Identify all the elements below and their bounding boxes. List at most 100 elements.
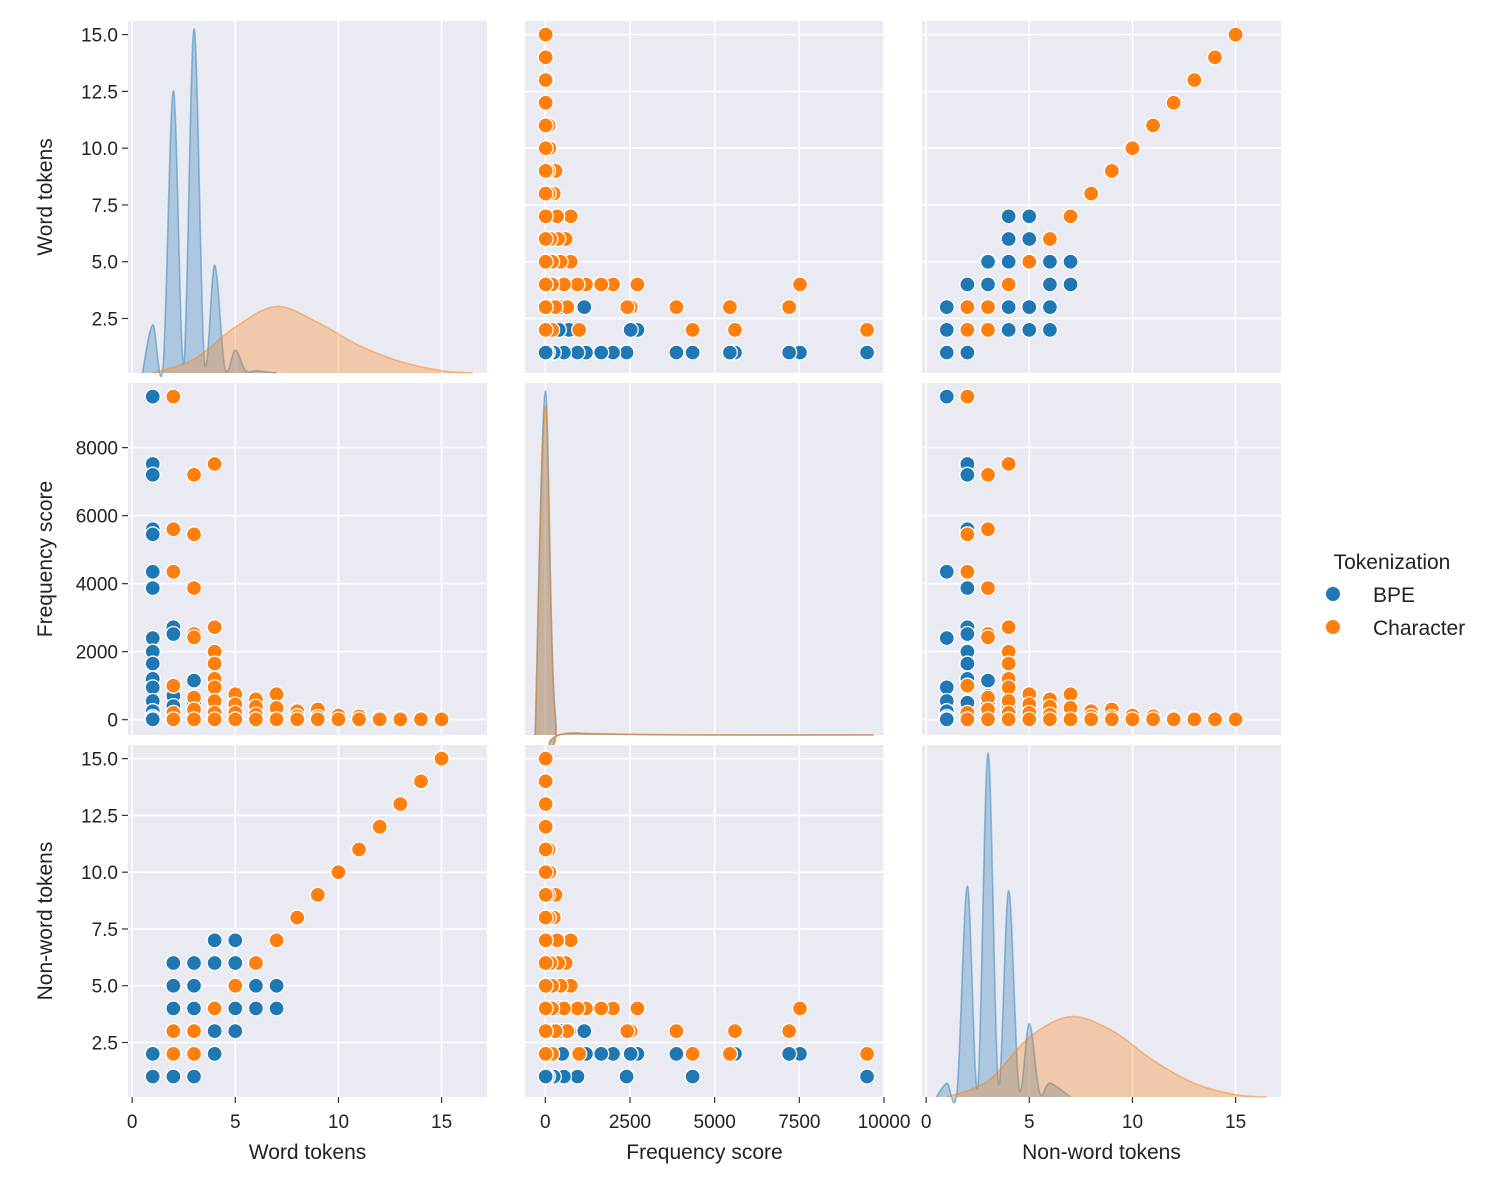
point-character	[538, 1046, 553, 1061]
point-bpe	[939, 712, 954, 727]
point-character	[372, 712, 387, 727]
panel-frequency-score-vs-non-word-tokens	[922, 383, 1281, 735]
point-bpe	[145, 1069, 160, 1084]
point-character	[352, 712, 367, 727]
point-character	[393, 797, 408, 812]
point-bpe	[1042, 300, 1057, 315]
point-character	[269, 687, 284, 702]
point-bpe	[1063, 277, 1078, 292]
panel-frequency-score-vs-word-tokens	[128, 383, 487, 735]
point-character	[290, 712, 305, 727]
point-character	[538, 978, 553, 993]
point-character	[960, 389, 975, 404]
x-tick-label-frequency-score: 2500	[609, 1112, 651, 1133]
panel-background	[525, 21, 884, 373]
point-character	[538, 887, 553, 902]
point-character	[960, 564, 975, 579]
point-bpe	[207, 956, 222, 971]
y-tick-label-non-word-tokens: 2.5	[92, 1033, 118, 1054]
point-character	[630, 1001, 645, 1016]
point-bpe	[166, 978, 181, 993]
point-character	[860, 1046, 875, 1061]
point-character	[372, 819, 387, 834]
point-character	[393, 712, 408, 727]
point-character	[563, 933, 578, 948]
y-tick-label-non-word-tokens: 10.0	[81, 863, 118, 884]
point-bpe	[207, 933, 222, 948]
legend-label-character: Character	[1373, 617, 1465, 640]
point-character	[1207, 50, 1222, 65]
point-bpe	[1001, 300, 1016, 315]
point-character	[187, 467, 202, 482]
point-character	[1022, 712, 1037, 727]
point-character	[538, 797, 553, 812]
point-bpe	[166, 956, 181, 971]
point-character	[981, 522, 996, 537]
y-tick-label-word-tokens: 2.5	[92, 309, 118, 330]
point-bpe	[187, 1069, 202, 1084]
point-bpe	[1001, 209, 1016, 224]
point-character	[1187, 73, 1202, 88]
point-character	[1022, 254, 1037, 269]
y-tick-label-frequency-score: 6000	[76, 507, 118, 528]
point-bpe	[145, 389, 160, 404]
point-character	[166, 1024, 181, 1039]
point-character	[1228, 27, 1243, 42]
point-character	[1166, 712, 1181, 727]
point-character	[538, 73, 553, 88]
point-character	[538, 774, 553, 789]
x-tick-label-non-word-tokens: 10	[1122, 1112, 1143, 1133]
point-bpe	[623, 1046, 638, 1061]
point-bpe	[981, 673, 996, 688]
panel-non-word-tokens-vs-non-word-tokens	[922, 745, 1281, 1103]
x-tick-label-frequency-score: 7500	[778, 1112, 820, 1133]
point-character	[538, 865, 553, 880]
x-tick-label-non-word-tokens: 5	[1024, 1112, 1035, 1133]
y-axis-label-word-tokens: Word tokens	[34, 138, 57, 256]
point-character	[960, 527, 975, 542]
point-bpe	[939, 389, 954, 404]
point-bpe	[960, 656, 975, 671]
point-character	[981, 630, 996, 645]
point-character	[1104, 712, 1119, 727]
point-bpe	[1022, 209, 1037, 224]
point-character	[1187, 712, 1202, 727]
point-bpe	[1022, 300, 1037, 315]
point-character	[228, 712, 243, 727]
point-bpe	[577, 300, 592, 315]
point-bpe	[166, 1001, 181, 1016]
pairplot-panels: 2.5 5.0 7.5 10.0 12.5 15.0 Word tokens 0 2000 400…	[34, 21, 1281, 1164]
point-bpe	[187, 673, 202, 688]
point-character	[538, 232, 553, 247]
point-character	[538, 1001, 553, 1016]
legend-marker-bpe	[1326, 587, 1340, 601]
point-character	[669, 300, 684, 315]
point-character	[1001, 456, 1016, 471]
point-character	[187, 712, 202, 727]
y-tick-label-non-word-tokens: 15.0	[81, 750, 118, 771]
point-character	[538, 277, 553, 292]
point-bpe	[145, 527, 160, 542]
x-tick-label-frequency-score: 0	[540, 1112, 551, 1133]
point-bpe	[619, 345, 634, 360]
point-character	[981, 467, 996, 482]
point-character	[727, 322, 742, 337]
point-bpe	[228, 1001, 243, 1016]
panel-word-tokens-vs-word-tokens	[128, 21, 487, 377]
point-character	[166, 389, 181, 404]
point-character	[793, 1001, 808, 1016]
point-character	[1001, 712, 1016, 727]
point-character	[782, 1024, 797, 1039]
point-character	[538, 910, 553, 925]
point-bpe	[939, 300, 954, 315]
point-character	[1063, 209, 1078, 224]
point-character	[793, 277, 808, 292]
point-character	[594, 277, 609, 292]
y-tick-label-non-word-tokens: 12.5	[81, 806, 118, 827]
point-character	[538, 751, 553, 766]
point-bpe	[166, 626, 181, 641]
x-tick-label-word-tokens: 10	[328, 1112, 349, 1133]
point-bpe	[1042, 254, 1057, 269]
panel-background	[922, 383, 1281, 735]
point-bpe	[1042, 322, 1057, 337]
